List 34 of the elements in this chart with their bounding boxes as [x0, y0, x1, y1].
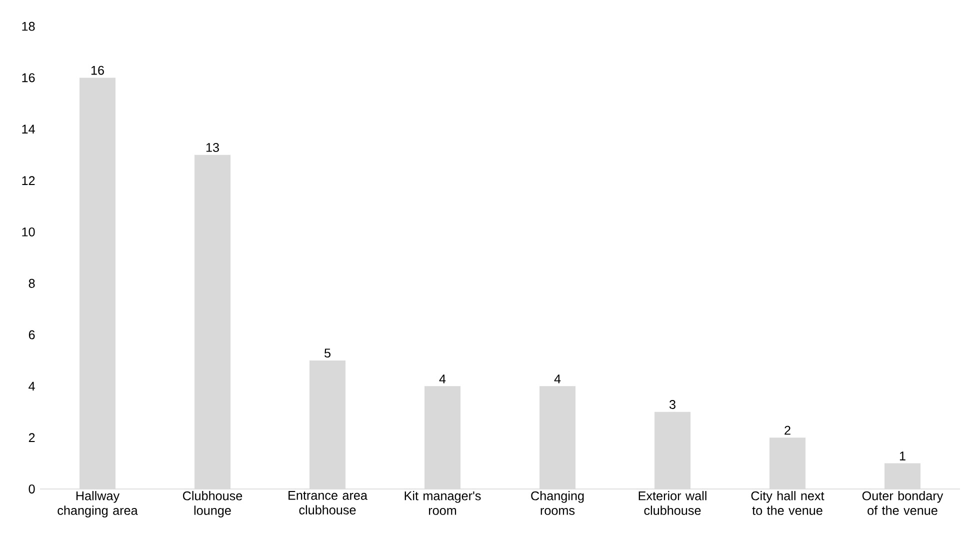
y-tick-label: 12: [22, 176, 35, 185]
data-label: 3: [669, 400, 676, 409]
x-tick-label: Changing rooms: [531, 491, 584, 515]
y-tick-label: 8: [28, 278, 35, 288]
y-tick-label: 14: [22, 124, 35, 134]
x-tick-label: City hall next to the venue: [751, 491, 824, 515]
bar: [194, 154, 230, 489]
data-label: 5: [324, 348, 330, 358]
data-label: 1: [900, 452, 906, 460]
y-tick-label: 4: [28, 382, 35, 391]
x-tick-label: Hallway changing area: [58, 491, 138, 518]
bar: [654, 412, 690, 489]
bar: [310, 360, 346, 489]
bar: [424, 386, 460, 489]
data-label: 2: [784, 426, 790, 435]
x-tick-label: Kit manager's room: [404, 491, 481, 515]
y-tick-label: 6: [28, 330, 35, 340]
x-tick-label: Exterior wall clubhouse: [638, 491, 706, 515]
bar: [884, 463, 920, 489]
x-tick-label: Entrance area clubhouse: [288, 491, 368, 514]
bar: [540, 386, 576, 489]
y-tick-label: 18: [22, 22, 35, 31]
data-label: 4: [439, 374, 446, 384]
data-label: 16: [91, 66, 104, 75]
data-label: 13: [206, 142, 219, 152]
bar: [770, 438, 806, 489]
y-tick-label: 10: [22, 227, 35, 236]
x-tick-label: Outer bondary of the venue: [862, 491, 944, 515]
y-tick-label: 0: [28, 484, 35, 494]
y-tick-label: 16: [22, 73, 35, 82]
x-tick-label: Clubhouse lounge: [182, 491, 242, 518]
bar: [80, 78, 116, 489]
data-label: 4: [554, 374, 561, 384]
y-tick-label: 2: [28, 433, 35, 442]
